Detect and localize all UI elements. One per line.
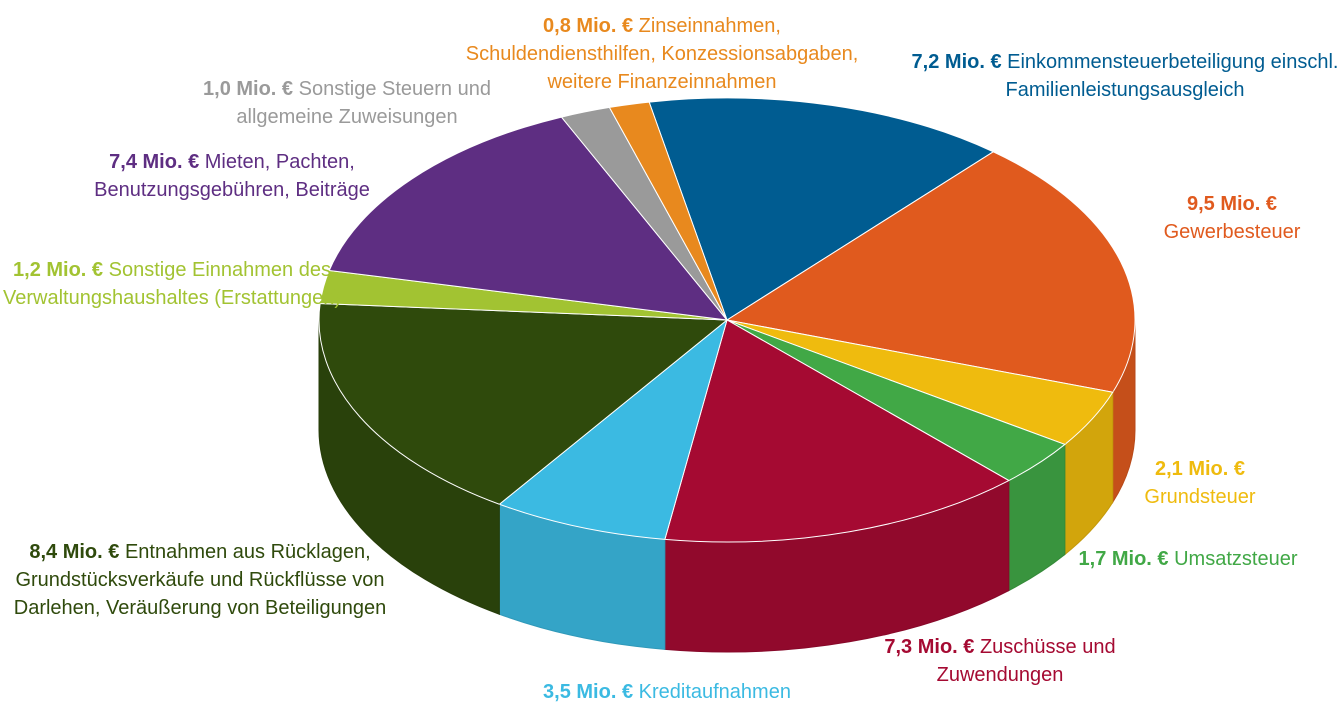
slice-top	[318, 302, 729, 505]
slice-label: 1,7 Mio. € Umsatzsteuer	[1038, 545, 1338, 573]
value-label: 7,3 Mio. €	[884, 636, 975, 658]
slice-label: 2,1 Mio. € Grundsteuer	[1130, 455, 1270, 511]
slice-top	[328, 116, 729, 321]
slice-top	[608, 101, 728, 321]
slice-label: 7,2 Mio. € Einkommensteuerbeteiligung ei…	[905, 48, 1343, 104]
category-label: Grundsteuer	[1144, 486, 1256, 508]
category-label: Entnahmen aus Rücklagen, Grundstücksverk…	[13, 541, 387, 619]
value-label: 8,4 Mio. €	[29, 541, 120, 563]
category-label: Sonstige Steuern und allgemeine Zuweisun…	[236, 78, 491, 128]
value-label: 2,1 Mio. €	[1154, 458, 1246, 480]
slice	[318, 302, 729, 615]
slice-label: 1,0 Mio. € Sonstige Steuern und allgemei…	[192, 75, 502, 131]
slice-top	[648, 97, 995, 321]
category-label: Zinseinnahmen, Schuldendiensthilfen, Kon…	[465, 15, 859, 93]
slice-label: 7,4 Mio. € Mieten, Pachten, Benutzungsge…	[67, 148, 397, 204]
slice	[608, 101, 728, 321]
value-label: 1,7 Mio. €	[1078, 548, 1169, 570]
slice	[726, 319, 1066, 592]
slice	[328, 116, 729, 321]
slice-label: 8,4 Mio. € Entnahmen aus Rücklagen, Grun…	[5, 538, 395, 622]
value-label: 3,5 Mio. €	[543, 681, 634, 703]
category-label: Zuschüsse und Zuwendungen	[936, 636, 1116, 686]
slice	[648, 97, 995, 321]
value-label: 7,4 Mio. €	[109, 151, 200, 173]
slice-label: 3,5 Mio. € Kreditaufnahmen	[497, 678, 837, 706]
category-label: Gewerbesteuer	[1163, 221, 1301, 243]
slice-top	[664, 319, 1010, 543]
slice-top	[498, 318, 728, 540]
slice-label: 7,3 Mio. € Zuschüsse und Zuwendungen	[880, 633, 1120, 689]
value-label: 1,2 Mio. €	[13, 259, 104, 281]
slice-label: 0,8 Mio. € Zinseinnahmen, Schuldendienst…	[462, 12, 862, 96]
slice-top	[725, 151, 1136, 393]
slice	[664, 319, 1010, 653]
category-label: Kreditaufnahmen	[638, 681, 791, 703]
category-label: Sonstige Einnahmen des Verwaltungshausha…	[3, 259, 341, 309]
slice-label: 9,5 Mio. € Gewerbesteuer	[1152, 190, 1312, 246]
category-label: Mieten, Pachten, Benutzungsgebühren, Bei…	[94, 151, 370, 201]
value-label: 9,5 Mio. €	[1186, 193, 1278, 215]
value-label: 7,2 Mio. €	[911, 51, 1002, 73]
slice-label: 1,2 Mio. € Sonstige Einnahmen des Verwal…	[0, 256, 347, 312]
category-label: Umsatzsteuer	[1174, 548, 1298, 570]
value-label: 1,0 Mio. €	[203, 78, 294, 100]
category-label: Einkommensteuerbeteiligung einschl. Fami…	[1005, 51, 1339, 101]
value-label: 0,8 Mio. €	[543, 15, 634, 37]
slice	[725, 151, 1136, 505]
